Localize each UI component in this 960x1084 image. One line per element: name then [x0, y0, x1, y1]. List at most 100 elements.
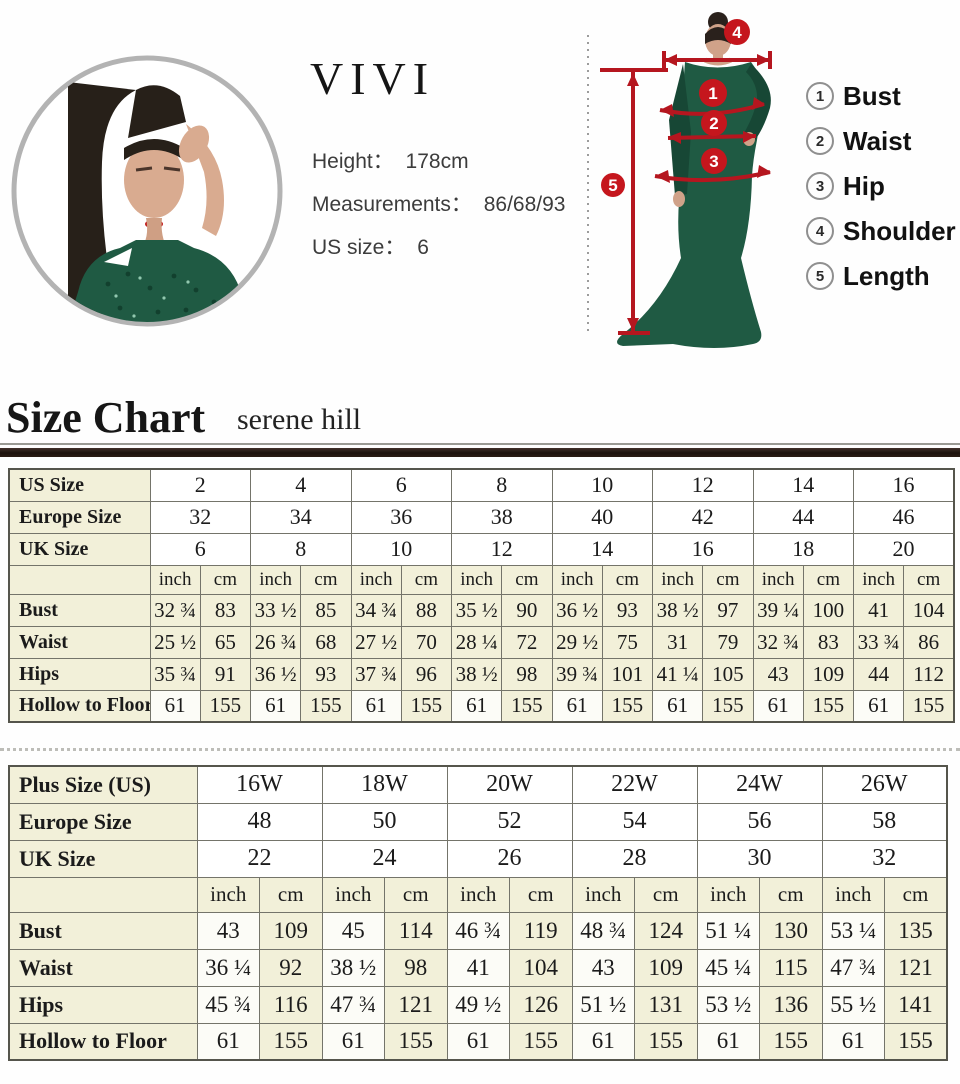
row-label: Waist — [8, 625, 151, 659]
unit-cell: inch — [571, 876, 635, 913]
measure-cell: 41 — [852, 593, 905, 627]
section-title: Size Chart — [6, 393, 206, 442]
measure-cell: 155 — [199, 689, 252, 723]
measure-cell: 45 — [321, 911, 385, 950]
measurements-line: Measurements： 86/68/93 — [312, 188, 565, 218]
measure-cell: 155 — [501, 689, 553, 723]
measure-cell: 61 — [450, 689, 503, 723]
measure-cell: 109 — [634, 948, 698, 987]
measure-cell: 141 — [884, 985, 948, 1024]
measure-cell: 51 ¼ — [696, 911, 760, 950]
size-cell: 46 — [853, 500, 955, 534]
size-cell: 14 — [551, 532, 653, 566]
legend-item-waist: 2 Waist — [806, 126, 956, 156]
measure-cell: 43 — [196, 911, 260, 950]
row-label: Hollow to Floor — [8, 689, 151, 723]
measure-cell: 45 ¾ — [196, 985, 260, 1024]
size-cell: 24 — [321, 839, 448, 878]
measure-cell: 35 ½ — [450, 593, 503, 627]
measure-cell: 109 — [802, 657, 855, 691]
brand-title: VIVI — [310, 53, 436, 104]
measure-cell: 61 — [249, 689, 302, 723]
measure-cell: 116 — [259, 985, 323, 1024]
unit-cell: inch — [321, 876, 385, 913]
measure-cell: 33 ¾ — [852, 625, 905, 659]
measure-cell: 79 — [702, 625, 754, 659]
size-cell: 38 — [451, 500, 553, 534]
size-cell: 28 — [571, 839, 698, 878]
marker-4: 4 — [732, 23, 742, 42]
measure-cell: 68 — [300, 625, 352, 659]
unit-cell: inch — [249, 564, 302, 595]
measure-cell: 27 ½ — [350, 625, 402, 659]
measure-cell: 43 — [571, 948, 635, 987]
measure-cell: 61 — [696, 1022, 760, 1061]
height-label: Height： — [312, 150, 394, 173]
measure-cell: 93 — [300, 657, 352, 691]
legend-number-icon: 3 — [806, 172, 834, 200]
measure-cell: 38 ½ — [450, 657, 503, 691]
measure-cell: 41 — [446, 948, 510, 987]
measure-cell: 43 — [752, 657, 804, 691]
measure-cell: 53 ½ — [696, 985, 760, 1024]
measure-row: Hips 45 ¾ 116 47 ¾ 121 49 ½ 126 51 ½ 131 53 ½ 136 5… — [8, 985, 948, 1024]
size-cell: 56 — [696, 802, 823, 841]
measure-cell: 33 ½ — [249, 593, 302, 627]
measure-cell: 61 — [350, 689, 402, 723]
measure-row: Hollow to Floor 61 155 61 155 61 155 61 155 61 155… — [8, 1022, 948, 1061]
unit-cell: cm — [501, 564, 553, 595]
measure-cell: 101 — [601, 657, 654, 691]
legend-number-icon: 1 — [806, 82, 834, 110]
measure-cell: 28 ¼ — [450, 625, 503, 659]
measurements-value: 86/68/93 — [483, 193, 566, 216]
measure-cell: 92 — [259, 948, 323, 987]
size-row: Europe Size 48 50 52 54 56 58 — [8, 802, 948, 841]
unit-cell: cm — [384, 876, 448, 913]
size-cell: 18 — [752, 532, 854, 566]
size-cell: 16W — [196, 765, 323, 804]
row-label: Hips — [8, 657, 151, 691]
size-cell: 26 — [446, 839, 573, 878]
row-label — [8, 564, 151, 595]
size-cell: 48 — [196, 802, 323, 841]
legend-item-shoulder: 4 Shoulder — [806, 215, 956, 246]
measure-cell: 41 ¼ — [651, 657, 704, 691]
measure-cell: 25 ½ — [149, 625, 201, 659]
measure-cell: 126 — [509, 985, 573, 1024]
measure-cell: 121 — [884, 948, 948, 987]
size-cell: 44 — [752, 500, 854, 534]
size-cell: 6 — [350, 468, 452, 502]
measure-cell: 114 — [384, 911, 448, 950]
legend-label: Shoulder — [843, 215, 956, 246]
size-cell: 34 — [250, 500, 352, 534]
model-photo-illustration — [11, 55, 283, 327]
measure-cell: 34 ¾ — [350, 593, 402, 627]
measure-cell: 155 — [259, 1022, 323, 1061]
measure-cell: 96 — [400, 657, 453, 691]
measure-cell: 119 — [509, 911, 573, 950]
measure-cell: 115 — [759, 948, 823, 987]
us-size-value: 6 — [417, 236, 429, 259]
unit-cell: inch — [551, 564, 603, 595]
model-photo — [8, 52, 286, 330]
unit-cell: inch — [852, 564, 905, 595]
row-label: Europe Size — [8, 802, 198, 841]
size-cell: 10 — [350, 532, 452, 566]
measure-cell: 155 — [884, 1022, 948, 1061]
measure-arrowheads — [627, 54, 771, 331]
size-row: Plus Size (US) 16W 18W 20W 22W 24W 26W — [8, 765, 948, 804]
measure-cell: 104 — [509, 948, 573, 987]
measure-cell: 39 ¾ — [551, 657, 603, 691]
size-cell: 4 — [250, 468, 352, 502]
measure-cell: 131 — [634, 985, 698, 1024]
measure-cell: 88 — [400, 593, 453, 627]
divider-thin — [0, 443, 960, 445]
measurement-legend: 1 Bust 2 Waist 3 Hip 4 Shoulder 5 Length — [806, 81, 956, 307]
measure-cell: 75 — [601, 625, 654, 659]
size-cell: 16 — [652, 532, 754, 566]
measure-cell: 61 — [196, 1022, 260, 1061]
size-cell: 2 — [149, 468, 251, 502]
measure-cell: 85 — [300, 593, 352, 627]
row-label: Hips — [8, 985, 198, 1024]
